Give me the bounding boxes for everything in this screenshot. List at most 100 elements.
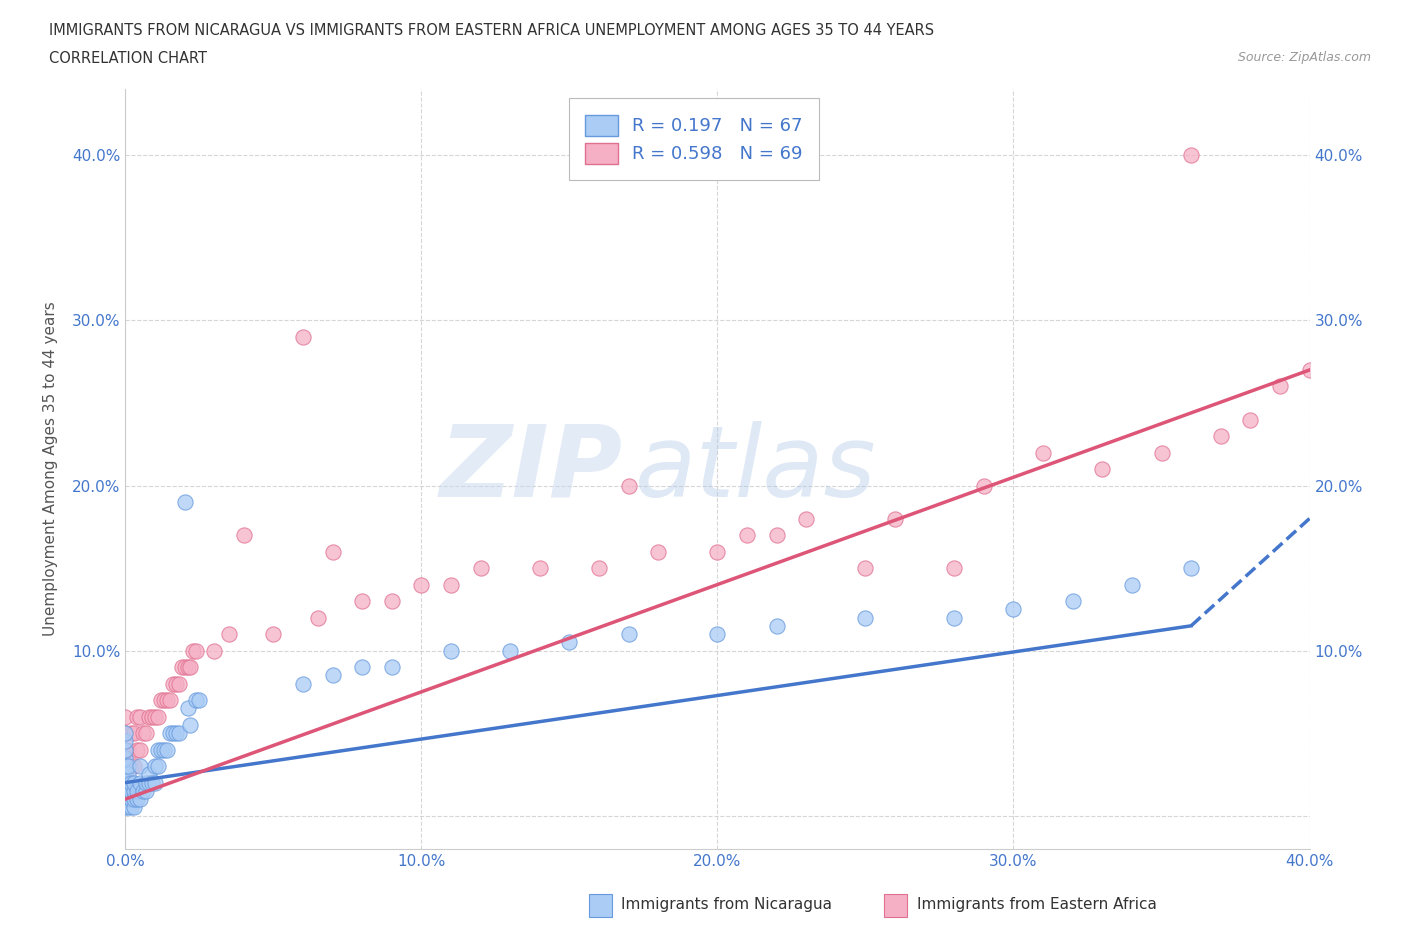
- Point: [186, 693, 208, 708]
- Point: [117, 759, 139, 774]
- Point: [156, 693, 179, 708]
- Point: [322, 544, 344, 559]
- Point: [143, 759, 166, 774]
- Point: [114, 759, 136, 774]
- Point: [114, 734, 136, 749]
- Point: [120, 800, 142, 815]
- Point: [1002, 602, 1025, 617]
- Point: [132, 783, 155, 798]
- Point: [159, 693, 181, 708]
- Point: [943, 561, 966, 576]
- Point: [138, 767, 160, 782]
- Point: [167, 725, 190, 740]
- Point: [146, 759, 169, 774]
- Point: [143, 710, 166, 724]
- Point: [117, 791, 139, 806]
- Point: [114, 759, 136, 774]
- Point: [1121, 578, 1143, 592]
- Point: [794, 512, 817, 526]
- Point: [943, 610, 966, 625]
- Point: [129, 791, 152, 806]
- Point: [127, 791, 149, 806]
- Point: [499, 644, 522, 658]
- Point: [114, 767, 136, 782]
- Point: [617, 478, 640, 493]
- Point: [156, 742, 179, 757]
- Text: CORRELATION CHART: CORRELATION CHART: [49, 51, 207, 66]
- Point: [122, 783, 145, 798]
- Point: [322, 668, 344, 683]
- Point: [884, 512, 907, 526]
- Point: [114, 800, 136, 815]
- Point: [132, 725, 155, 740]
- Point: [146, 742, 169, 757]
- Point: [135, 783, 157, 798]
- Point: [165, 725, 187, 740]
- Point: [141, 776, 163, 790]
- Point: [1180, 561, 1202, 576]
- Point: [1357, 329, 1379, 344]
- Point: [262, 627, 284, 642]
- Point: [173, 659, 195, 674]
- Point: [411, 578, 433, 592]
- Point: [1180, 148, 1202, 163]
- Point: [159, 725, 181, 740]
- Point: [162, 725, 184, 740]
- Point: [855, 561, 877, 576]
- Point: [138, 710, 160, 724]
- Point: [1209, 429, 1232, 444]
- Text: IMMIGRANTS FROM NICARAGUA VS IMMIGRANTS FROM EASTERN AFRICA UNEMPLOYMENT AMONG A: IMMIGRANTS FROM NICARAGUA VS IMMIGRANTS …: [49, 23, 935, 38]
- Point: [120, 725, 142, 740]
- Point: [176, 659, 198, 674]
- Point: [122, 759, 145, 774]
- Point: [1062, 593, 1084, 608]
- Point: [179, 659, 201, 674]
- Point: [179, 717, 201, 732]
- Point: [122, 725, 145, 740]
- Point: [855, 610, 877, 625]
- Point: [143, 776, 166, 790]
- Point: [129, 742, 152, 757]
- Point: [129, 759, 152, 774]
- Point: [122, 800, 145, 815]
- Point: [135, 725, 157, 740]
- Point: [127, 742, 149, 757]
- Y-axis label: Unemployment Among Ages 35 to 44 years: Unemployment Among Ages 35 to 44 years: [44, 301, 58, 636]
- Point: [218, 627, 240, 642]
- Point: [146, 710, 169, 724]
- Point: [129, 776, 152, 790]
- Point: [529, 561, 551, 576]
- Point: [470, 561, 492, 576]
- Point: [1268, 379, 1291, 394]
- Point: [117, 783, 139, 798]
- Point: [122, 776, 145, 790]
- Point: [120, 783, 142, 798]
- Point: [167, 676, 190, 691]
- Point: [173, 495, 195, 510]
- Point: [1298, 363, 1320, 378]
- Point: [117, 776, 139, 790]
- Point: [149, 742, 172, 757]
- Point: [706, 544, 728, 559]
- Point: [291, 329, 314, 344]
- Point: [117, 767, 139, 782]
- Point: [735, 527, 758, 542]
- Point: [617, 627, 640, 642]
- Text: Immigrants from Nicaragua: Immigrants from Nicaragua: [621, 897, 832, 912]
- Point: [120, 776, 142, 790]
- Point: [114, 742, 136, 757]
- Point: [307, 610, 329, 625]
- Point: [170, 659, 193, 674]
- Point: [114, 742, 136, 757]
- Point: [1150, 445, 1173, 460]
- Legend: R = 0.197   N = 67, R = 0.598   N = 69: R = 0.197 N = 67, R = 0.598 N = 69: [569, 99, 818, 179]
- Point: [153, 742, 176, 757]
- Point: [114, 791, 136, 806]
- Point: [138, 776, 160, 790]
- Point: [117, 776, 139, 790]
- Point: [1327, 346, 1350, 361]
- Point: [127, 783, 149, 798]
- Point: [153, 693, 176, 708]
- Text: atlas: atlas: [634, 420, 876, 517]
- Point: [114, 725, 136, 740]
